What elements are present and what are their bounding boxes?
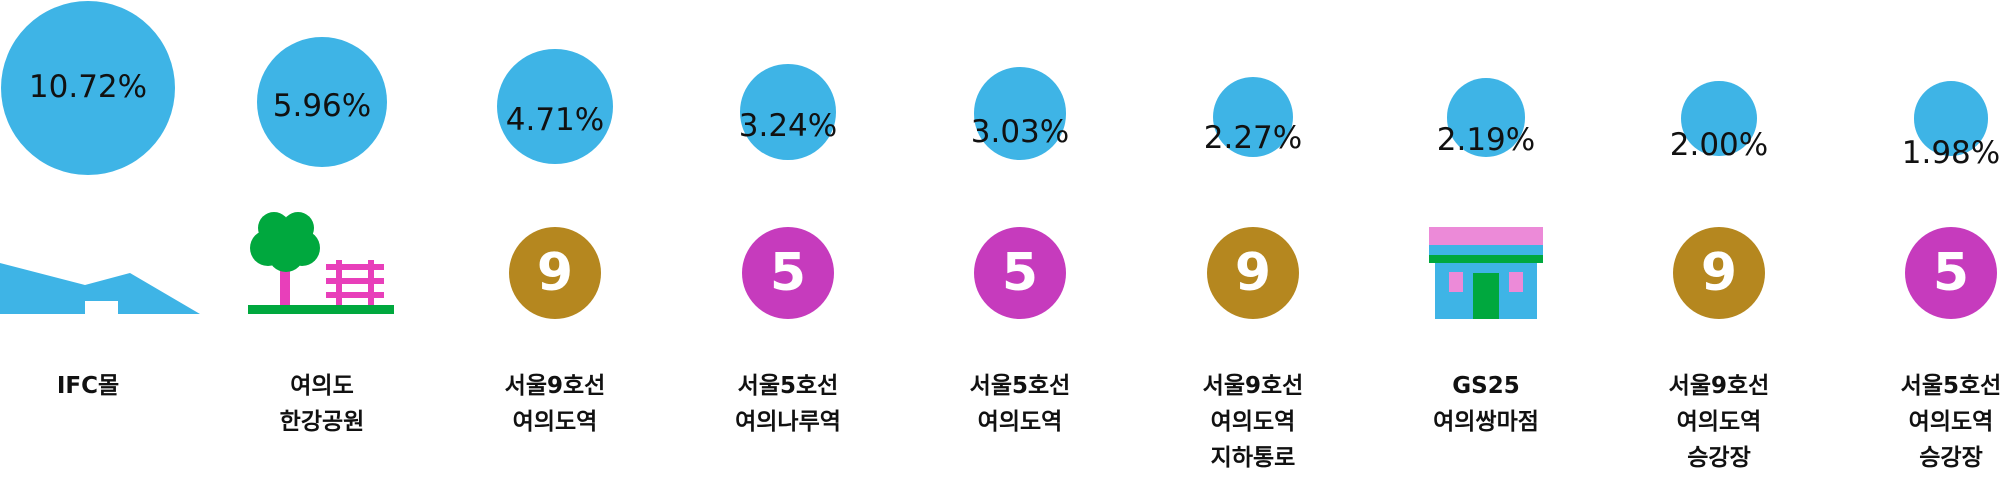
value-label: 2.00% <box>1669 127 1769 163</box>
category-label-line: 여의도역 <box>1676 409 1762 435</box>
value-bubble <box>1446 78 1526 157</box>
value-label: 3.03% <box>970 114 1070 150</box>
value-label: 5.96% <box>272 88 372 124</box>
value-bubble <box>740 64 836 161</box>
value-bubble <box>497 48 613 164</box>
value-bubble <box>257 36 387 167</box>
category-label-line: 서울9호선 <box>1202 373 1304 399</box>
category-label-line: 여의도역 <box>512 409 598 435</box>
category-label-line: 서울9호선 <box>504 373 606 399</box>
value-bubble <box>1681 81 1757 157</box>
convenience-store-icon <box>1429 227 1543 323</box>
category-label-line: 지하통로 <box>1210 445 1296 471</box>
category-label-line: 승강장 <box>1919 445 1983 471</box>
category-label-line: 여의나루역 <box>735 409 841 435</box>
category-label-line: IFC몰 <box>56 373 120 399</box>
subway-line-5-icon: 5 <box>742 227 834 319</box>
value-label: 3.24% <box>738 108 838 144</box>
mall-icon <box>0 258 200 322</box>
category-label: GS25 여의쌍마점 <box>1371 368 1601 440</box>
category-label-line: 서울5호선 <box>737 373 839 399</box>
value-label: 1.98% <box>1901 135 2001 171</box>
category-label-line: 여의도역 <box>977 409 1063 435</box>
subway-line-9-icon: 9 <box>509 227 601 319</box>
value-bubble <box>973 67 1067 160</box>
category-label-line: 여의도역 <box>1210 409 1296 435</box>
category-label-line: 한강공원 <box>279 409 365 435</box>
category-label-line: 여의도 <box>290 373 354 399</box>
value-label: 10.72% <box>28 69 148 105</box>
category-label-line: 서울9호선 <box>1668 373 1770 399</box>
subway-line-9-icon: 9 <box>1673 227 1765 319</box>
category-label-line: 여의쌍마점 <box>1433 409 1539 435</box>
value-label: 4.71% <box>505 102 605 138</box>
subway-line-5-icon: 5 <box>1905 227 1997 319</box>
value-bubble <box>1 1 175 175</box>
subway-line-5-icon: 5 <box>974 227 1066 319</box>
park-icon <box>240 208 400 322</box>
category-label-line: GS25 <box>1452 373 1520 399</box>
category-label-line: 승강장 <box>1687 445 1751 471</box>
category-label-line: 서울5호선 <box>1900 373 2002 399</box>
value-label: 2.19% <box>1436 122 1536 158</box>
value-label: 2.27% <box>1203 120 1303 156</box>
category-label-line: 서울5호선 <box>969 373 1071 399</box>
category-label: IFC몰 <box>0 368 203 404</box>
category-label-line: 여의도역 <box>1908 409 1994 435</box>
subway-line-9-icon: 9 <box>1207 227 1299 319</box>
value-bubble <box>1212 77 1294 158</box>
value-bubble <box>1913 81 1989 157</box>
